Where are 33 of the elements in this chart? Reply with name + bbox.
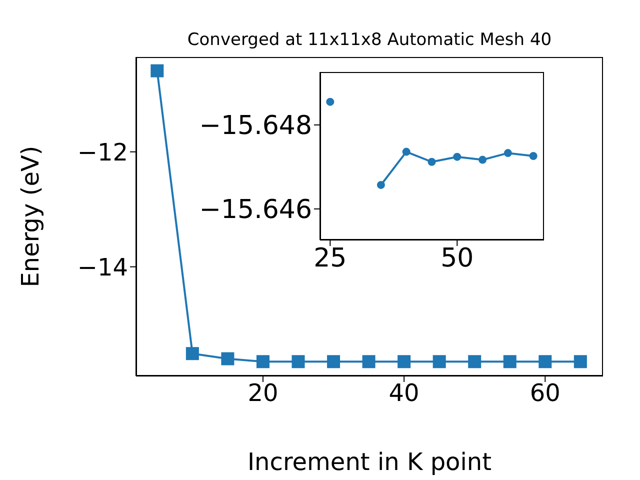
point <box>478 156 487 164</box>
y-tick-label: −12 <box>77 138 128 166</box>
point <box>256 355 270 368</box>
point <box>538 355 552 368</box>
point <box>468 355 482 368</box>
point <box>574 355 587 368</box>
point <box>453 152 462 161</box>
y-tick-label: −14 <box>77 253 128 282</box>
x-tick-label: 50 <box>440 243 474 274</box>
point <box>150 64 164 78</box>
point <box>326 98 334 106</box>
x-tick-label: 40 <box>388 379 420 408</box>
y-tick-label: −15.646 <box>199 195 312 226</box>
point <box>402 148 410 156</box>
point <box>292 355 305 368</box>
point <box>432 355 446 368</box>
x-axis-title: Increment in K point <box>247 448 492 476</box>
point <box>327 355 340 368</box>
point <box>529 152 538 160</box>
point <box>503 355 516 368</box>
point <box>504 149 512 158</box>
chart-title: Converged at 11x11x8 Automatic Mesh 40 <box>186 30 553 50</box>
point <box>428 158 436 166</box>
x-tick-label: 20 <box>248 379 278 408</box>
point <box>186 347 199 360</box>
x-tick-label: 25 <box>314 243 347 274</box>
point <box>362 355 376 368</box>
point <box>398 355 411 368</box>
point <box>376 180 385 189</box>
x-tick-label: 60 <box>530 379 560 408</box>
y-axis-title: Energy (eV) <box>16 146 45 288</box>
y-tick-label: −15.648 <box>199 111 312 142</box>
point <box>221 352 234 366</box>
